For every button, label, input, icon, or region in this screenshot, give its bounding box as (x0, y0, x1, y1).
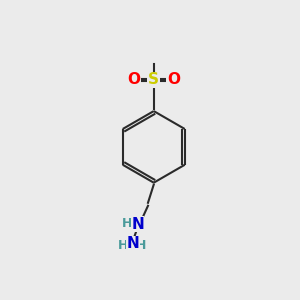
Text: H: H (117, 238, 128, 252)
Text: S: S (148, 72, 159, 87)
Text: O: O (167, 72, 180, 87)
Text: N: N (131, 217, 144, 232)
Text: H: H (122, 217, 132, 230)
Text: H: H (136, 238, 146, 252)
Text: N: N (127, 236, 139, 251)
Text: O: O (128, 72, 141, 87)
